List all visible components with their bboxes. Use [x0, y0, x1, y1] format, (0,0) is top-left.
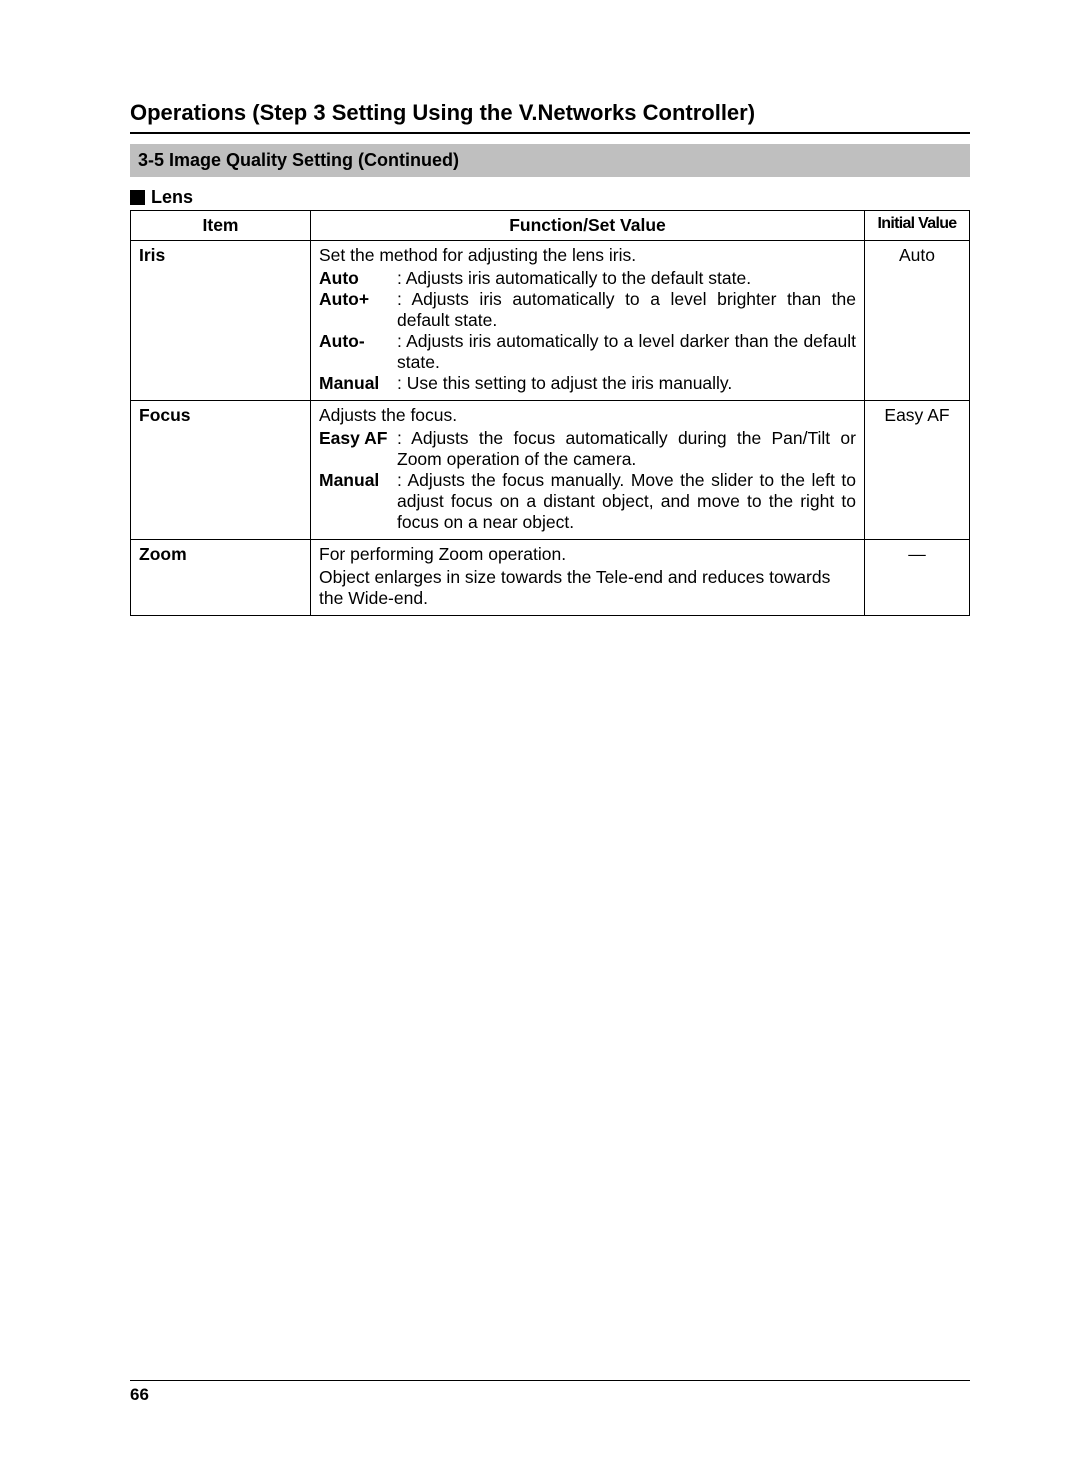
- initial-value: Easy AF: [865, 401, 970, 540]
- def-text: : Use this setting to adjust the iris ma…: [397, 373, 856, 394]
- def-label: Auto: [319, 268, 397, 289]
- def-label: Manual: [319, 373, 397, 394]
- definition-row: Auto : Adjusts iris automatically to the…: [319, 268, 856, 289]
- col-header-item: Item: [131, 211, 311, 241]
- table-row: Iris Set the method for adjusting the le…: [131, 241, 970, 401]
- initial-value: —: [865, 540, 970, 616]
- initial-value: Auto: [865, 241, 970, 401]
- page-number: 66: [130, 1385, 970, 1405]
- intro-text: Set the method for adjusting the lens ir…: [319, 245, 856, 266]
- item-function: For performing Zoom operation. Object en…: [311, 540, 865, 616]
- body-text: Object enlarges in size towards the Tele…: [319, 567, 856, 609]
- heading-rule: [130, 132, 970, 134]
- item-function: Adjusts the focus. Easy AF : Adjusts the…: [311, 401, 865, 540]
- subsection-bar: 3-5 Image Quality Setting (Continued): [130, 144, 970, 177]
- def-label: Easy AF: [319, 428, 397, 449]
- definition-row: Auto- : Adjusts iris automatically to a …: [319, 331, 856, 373]
- def-text: : Adjusts the focus manually. Move the s…: [397, 470, 856, 533]
- col-header-func: Function/Set Value: [311, 211, 865, 241]
- square-bullet-icon: [130, 190, 145, 205]
- footer-rule: [130, 1380, 970, 1381]
- item-function: Set the method for adjusting the lens ir…: [311, 241, 865, 401]
- intro-text: For performing Zoom operation.: [319, 544, 856, 565]
- table-section-label: Lens: [130, 187, 970, 208]
- table-header-row: Item Function/Set Value Initial Value: [131, 211, 970, 241]
- lens-settings-table: Item Function/Set Value Initial Value Ir…: [130, 210, 970, 616]
- def-text: : Adjusts iris automatically to a level …: [397, 289, 856, 331]
- item-name: Iris: [131, 241, 311, 401]
- page-heading: Operations (Step 3 Setting Using the V.N…: [130, 100, 970, 126]
- table-row: Focus Adjusts the focus. Easy AF : Adjus…: [131, 401, 970, 540]
- def-text: : Adjusts the focus automatically during…: [397, 428, 856, 470]
- document-page: Operations (Step 3 Setting Using the V.N…: [0, 0, 1080, 1465]
- definition-row: Manual : Use this setting to adjust the …: [319, 373, 856, 394]
- def-text: : Adjusts iris automatically to a level …: [397, 331, 856, 373]
- table-row: Zoom For performing Zoom operation. Obje…: [131, 540, 970, 616]
- table-section-text: Lens: [151, 187, 193, 208]
- def-label: Manual: [319, 470, 397, 491]
- item-name: Zoom: [131, 540, 311, 616]
- item-name: Focus: [131, 401, 311, 540]
- def-text: : Adjusts iris automatically to the defa…: [397, 268, 856, 289]
- col-header-init: Initial Value: [865, 211, 970, 241]
- definition-row: Manual : Adjusts the focus manually. Mov…: [319, 470, 856, 533]
- page-footer: 66: [130, 1380, 970, 1405]
- definition-row: Auto+ : Adjusts iris automatically to a …: [319, 289, 856, 331]
- intro-text: Adjusts the focus.: [319, 405, 856, 426]
- definition-row: Easy AF : Adjusts the focus automaticall…: [319, 428, 856, 470]
- def-label: Auto+: [319, 289, 397, 310]
- def-label: Auto-: [319, 331, 397, 352]
